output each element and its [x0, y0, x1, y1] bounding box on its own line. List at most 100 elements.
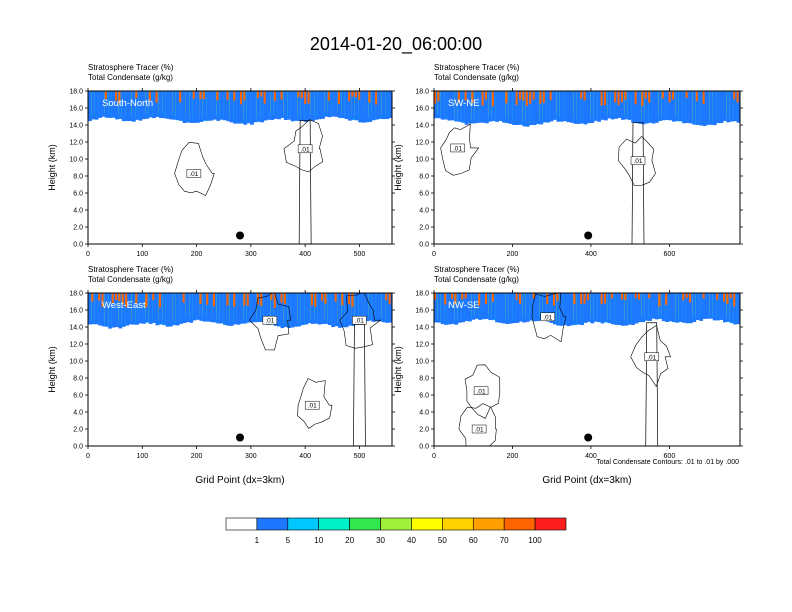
colorbar-label: 50: [438, 536, 447, 545]
x-axis-label: Grid Point (dx=3km): [542, 475, 631, 486]
y-tick-label: 2.0: [419, 225, 429, 232]
panel-header-condensate: Total Condensate (g/kg): [88, 73, 173, 82]
contour-label-box: [352, 315, 367, 325]
x-tick-label: 500: [354, 251, 366, 258]
y-tick-label: 4.0: [419, 410, 429, 417]
location-marker: [236, 231, 244, 240]
colorbar-label: 10: [314, 536, 323, 545]
contour-label: .01: [543, 314, 552, 321]
figure-title: 2014-01-20_06:00:00: [310, 34, 482, 55]
panel-label: South-North: [102, 98, 153, 109]
y-tick-label: 2.0: [73, 427, 83, 434]
x-tick-label: 400: [299, 251, 311, 258]
panel-label: NW-SE: [448, 300, 480, 311]
contour-label-box: [304, 400, 320, 410]
y-tick-label: 12.0: [415, 342, 429, 349]
condensate-contour: [440, 123, 480, 176]
contour-label-box: [297, 144, 313, 154]
y-axis-label: Height (km): [47, 144, 57, 191]
y-tick-label: 6.0: [419, 191, 429, 198]
x-tick-label: 300: [245, 453, 257, 460]
plot-frame: [433, 292, 741, 447]
x-tick-label: 100: [136, 453, 148, 460]
colorbar-swatch: [472, 517, 505, 531]
y-tick-label: 16.0: [69, 106, 83, 113]
condensate-contour: [531, 293, 567, 343]
y-tick-label: 14.0: [69, 325, 83, 332]
contour-label: .01: [647, 354, 656, 361]
contour-label: .01: [633, 158, 642, 165]
y-tick-label: 4.0: [73, 208, 83, 215]
location-marker: [584, 231, 593, 240]
y-tick-label: 4.0: [419, 208, 429, 215]
panel-header-condensate: Total Condensate (g/kg): [434, 73, 519, 82]
location-marker: [236, 433, 244, 442]
plot-frame: [433, 90, 741, 245]
condensate-contour: [618, 135, 656, 186]
y-axis-label: Height (km): [393, 346, 403, 393]
y-tick-label: 14.0: [415, 325, 429, 332]
contour-label: .01: [355, 318, 364, 325]
colorbar-label: 60: [469, 536, 478, 545]
location-marker: [584, 433, 593, 442]
contour-label-box: [262, 315, 278, 325]
y-tick-label: 2.0: [419, 427, 429, 434]
plot-frame: [87, 90, 393, 245]
y-tick-label: 8.0: [419, 174, 429, 181]
x-axis-label: Grid Point (dx=3km): [195, 475, 284, 486]
colorbar-label: 100: [528, 536, 542, 545]
x-tick-label: 200: [507, 251, 519, 258]
x-tick-label: 600: [664, 251, 676, 258]
panel-header-tracer: Stratosphere Tracer (%): [88, 265, 174, 274]
plot-area: .01 .01: [434, 91, 740, 244]
contour-label-box: [450, 143, 465, 153]
colorbar-label: 40: [407, 536, 416, 545]
panel-header-condensate: Total Condensate (g/kg): [88, 275, 173, 284]
y-tick-label: 4.0: [73, 410, 83, 417]
condensate-contour: [458, 403, 497, 446]
plot-area: .01 .01 .01: [88, 293, 392, 446]
y-tick-label: 12.0: [69, 140, 83, 147]
x-tick-label: 400: [299, 453, 311, 460]
colorbar-label: 20: [345, 536, 354, 545]
y-tick-label: 12.0: [69, 342, 83, 349]
condensate-contour: [630, 324, 672, 388]
contour-label: .01: [477, 388, 486, 395]
condensate-contour: [174, 141, 215, 196]
y-tick-label: 18.0: [69, 291, 83, 298]
x-tick-label: 400: [585, 251, 597, 258]
condensate-contour: [249, 293, 292, 351]
x-tick-label: 200: [191, 453, 203, 460]
x-tick-label: 400: [585, 453, 597, 460]
colorbar: 1 5 10 20 30 40 50 60 70 100: [225, 517, 567, 545]
contour-label-box: [186, 169, 202, 178]
contour-label-box: [471, 424, 487, 434]
colorbar-swatch: [225, 517, 258, 531]
panel-nw-se: Stratosphere Tracer (%)Total Condensate …: [393, 265, 743, 486]
y-tick-label: 18.0: [415, 291, 429, 298]
y-tick-label: 16.0: [415, 106, 429, 113]
y-tick-label: 2.0: [73, 225, 83, 232]
colorbar-swatch: [287, 517, 320, 531]
colorbar-label: 1: [255, 536, 260, 545]
x-tick-label: 0: [432, 251, 436, 258]
y-tick-label: 10.0: [69, 359, 83, 366]
contour-label-box: [644, 352, 659, 361]
panel-header-condensate: Total Condensate (g/kg): [434, 275, 519, 284]
colorbar-swatch: [349, 517, 381, 531]
colorbar-swatch: [256, 517, 289, 531]
y-axis-label: Height (km): [47, 346, 57, 393]
x-tick-label: 100: [136, 251, 148, 258]
colorbar-swatch: [380, 517, 412, 531]
x-tick-label: 200: [191, 251, 203, 258]
colorbar-label: 70: [500, 536, 509, 545]
y-tick-label: 10.0: [415, 359, 429, 366]
panels: Stratosphere Tracer (%)Total Condensate …: [47, 63, 743, 486]
x-tick-label: 300: [245, 251, 257, 258]
y-tick-label: 18.0: [69, 89, 83, 96]
panel-label: West-East: [102, 300, 146, 311]
y-tick-label: 6.0: [73, 191, 83, 198]
colorbar-swatch: [442, 517, 474, 531]
colorbar-label: 5: [286, 536, 291, 545]
